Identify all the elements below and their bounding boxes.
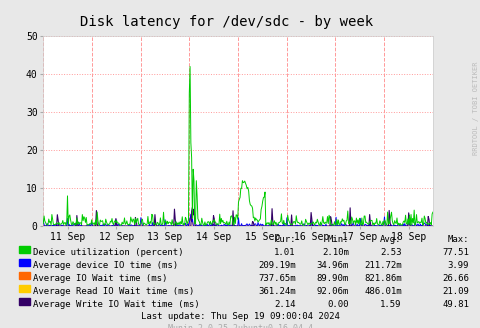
Text: Avg:: Avg: [379,235,401,243]
Text: 77.51: 77.51 [441,248,468,256]
Text: 2.10m: 2.10m [321,248,348,256]
Text: 34.96m: 34.96m [316,261,348,270]
Text: Device utilization (percent): Device utilization (percent) [33,248,183,256]
Text: 26.66: 26.66 [441,274,468,283]
Text: Last update: Thu Sep 19 09:00:04 2024: Last update: Thu Sep 19 09:00:04 2024 [141,312,339,321]
Text: Disk latency for /dev/sdc - by week: Disk latency for /dev/sdc - by week [79,15,372,29]
Text: Munin 2.0.25-2ubuntu0.16.04.4: Munin 2.0.25-2ubuntu0.16.04.4 [168,324,312,328]
Text: Average Read IO Wait time (ms): Average Read IO Wait time (ms) [33,287,193,296]
Text: 3.99: 3.99 [446,261,468,270]
Text: 209.19m: 209.19m [258,261,295,270]
Text: 21.09: 21.09 [441,287,468,296]
Text: Average Write IO Wait time (ms): Average Write IO Wait time (ms) [33,300,199,309]
Text: 49.81: 49.81 [441,300,468,309]
Text: 361.24m: 361.24m [258,287,295,296]
Text: 486.01m: 486.01m [363,287,401,296]
Text: 1.01: 1.01 [274,248,295,256]
Text: 0.00: 0.00 [326,300,348,309]
Text: 89.90m: 89.90m [316,274,348,283]
Text: Min:: Min: [326,235,348,243]
Text: 737.65m: 737.65m [258,274,295,283]
Text: 211.72m: 211.72m [363,261,401,270]
Text: Cur:: Cur: [274,235,295,243]
Text: Max:: Max: [446,235,468,243]
Text: Average device IO time (ms): Average device IO time (ms) [33,261,178,270]
Text: 1.59: 1.59 [379,300,401,309]
Text: 821.86m: 821.86m [363,274,401,283]
Text: 92.06m: 92.06m [316,287,348,296]
Text: Average IO Wait time (ms): Average IO Wait time (ms) [33,274,167,283]
Text: 2.14: 2.14 [274,300,295,309]
Text: 2.53: 2.53 [379,248,401,256]
Text: RRDTOOL / TOBI OETIKER: RRDTOOL / TOBI OETIKER [472,61,478,155]
